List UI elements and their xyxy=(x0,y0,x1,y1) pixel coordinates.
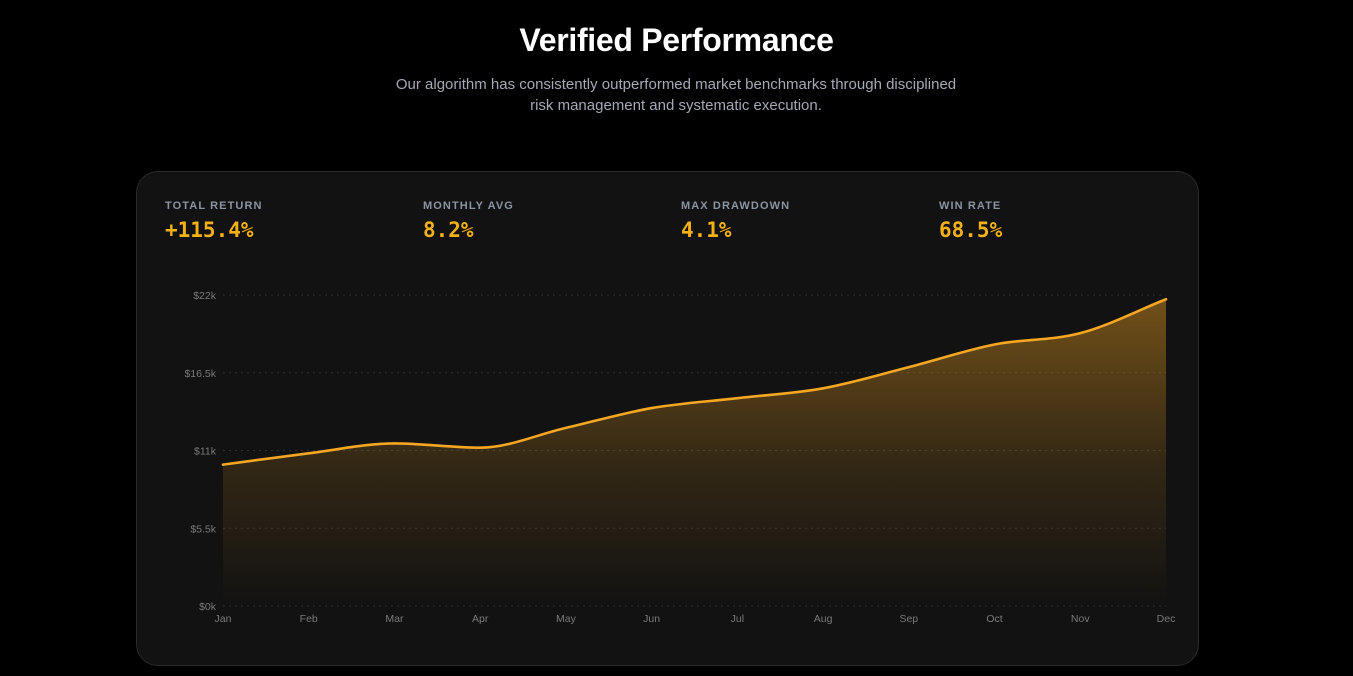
subtitle-line-1: Our algorithm has consistently outperfor… xyxy=(395,76,957,93)
y-tick-label: $16.5k xyxy=(184,368,216,380)
x-tick-label: Mar xyxy=(385,613,404,625)
stat-value: +115.4% xyxy=(165,218,254,242)
stat-label: MAX DRAWDOWN xyxy=(681,200,791,212)
data-point xyxy=(478,446,482,449)
x-tick-label: Apr xyxy=(472,613,489,625)
data-point xyxy=(650,406,653,410)
y-tick-label: $22k xyxy=(193,290,217,302)
x-tick-label: Jan xyxy=(215,613,232,625)
stat-total-return: TOTAL RETURN +115.4% xyxy=(165,200,263,242)
x-tick-label: Oct xyxy=(986,613,1002,625)
data-point xyxy=(1164,298,1168,301)
stat-label: MONTHLY AVG xyxy=(423,200,514,212)
x-tick-label: Sep xyxy=(899,613,918,625)
series-line xyxy=(221,297,1168,466)
section-subtitle: Our algorithm has consistently outperfor… xyxy=(376,74,976,116)
data-point xyxy=(221,463,225,466)
data-point xyxy=(564,426,568,430)
x-tick-label: Jul xyxy=(731,613,744,625)
data-point xyxy=(907,365,911,369)
data-points xyxy=(221,298,1168,466)
stat-value: 4.1% xyxy=(681,218,732,242)
x-tick-label: Nov xyxy=(1071,613,1090,625)
data-point xyxy=(1079,331,1082,335)
y-tick-label: $0k xyxy=(199,601,217,613)
subtitle-line-2: risk management and systematic execution… xyxy=(530,97,822,114)
section-title: Verified Performance xyxy=(519,22,834,58)
stat-value: 68.5% xyxy=(939,218,1003,242)
x-tick-label: Aug xyxy=(814,613,833,625)
data-point xyxy=(993,343,996,346)
y-tick-label: $5.5k xyxy=(190,523,216,535)
stat-win-rate: WIN RATE 68.5% xyxy=(939,200,1002,242)
stat-value: 8.2% xyxy=(423,218,474,242)
data-point xyxy=(393,442,396,445)
x-tick-label: Feb xyxy=(300,613,318,625)
stat-label: WIN RATE xyxy=(939,200,1002,212)
x-tick-label: Jun xyxy=(643,613,660,625)
x-axis: Jan Feb Mar Apr May Jun Jul Aug Sep Oct Nov Dec xyxy=(215,613,1176,625)
equity-curve-chart: $0k $5.5k $11k $16.5k $22k Jan Feb Mar Apr May Ju… xyxy=(184,290,1176,625)
x-tick-label: Dec xyxy=(1157,613,1176,625)
data-point xyxy=(307,452,310,455)
stat-label: TOTAL RETURN xyxy=(165,200,263,212)
data-point xyxy=(736,396,739,400)
x-tick-label: May xyxy=(556,613,577,625)
series-area xyxy=(223,299,1166,606)
y-axis: $0k $5.5k $11k $16.5k $22k xyxy=(184,290,216,613)
y-tick-label: $11k xyxy=(194,446,217,458)
stat-max-drawdown: MAX DRAWDOWN 4.1% xyxy=(681,200,790,242)
stat-monthly-avg: MONTHLY AVG 8.2% xyxy=(423,200,514,242)
data-point xyxy=(821,387,825,390)
performance-card: TOTAL RETURN +115.4% MONTHLY AVG 8.2% MA… xyxy=(136,171,1199,666)
